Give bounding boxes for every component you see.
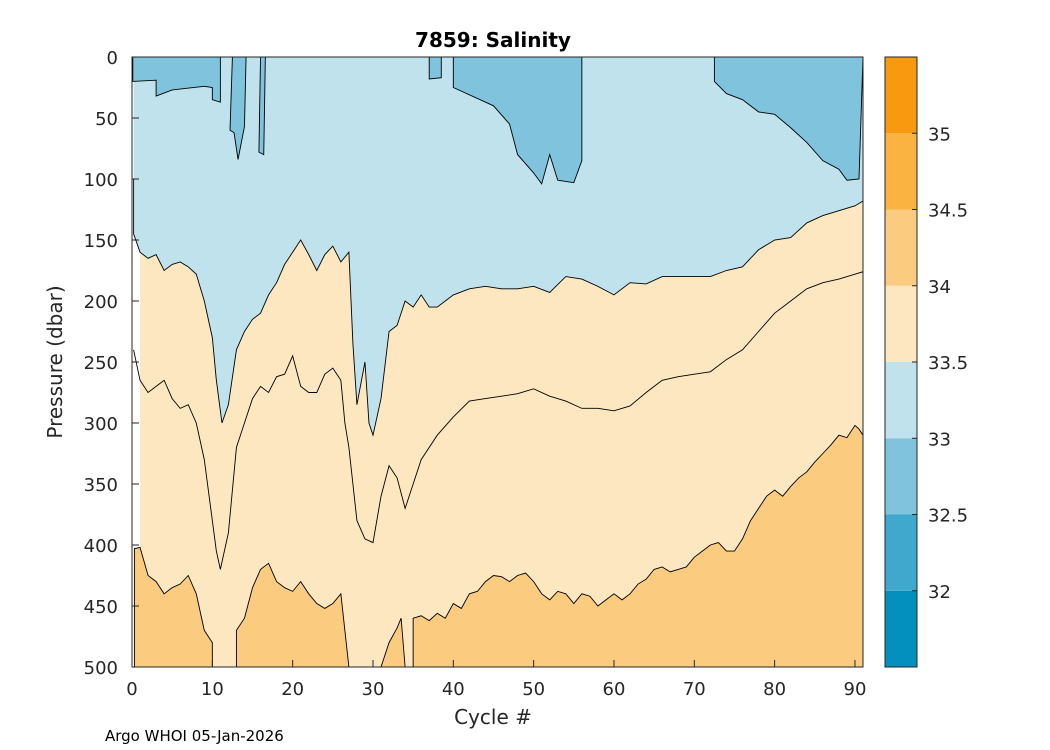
y-tick-label: 0 bbox=[107, 48, 118, 69]
y-axis-label: Pressure (dbar) bbox=[43, 285, 67, 438]
contour-region-spike-16 bbox=[258, 57, 266, 156]
contour-region-top-left bbox=[132, 57, 221, 103]
colorbar-tick-label: 34.5 bbox=[928, 201, 968, 222]
x-tick-label: 50 bbox=[522, 679, 545, 700]
contour-region-bottom-right bbox=[412, 424, 863, 667]
colorbar-segment bbox=[885, 133, 917, 210]
x-tick-label: 20 bbox=[281, 679, 304, 700]
colorbar-tick-label: 35 bbox=[928, 124, 951, 145]
x-axis: 0 10 20 30 40 50 60 70 80 90 bbox=[126, 660, 866, 700]
colorbar-segment bbox=[885, 590, 917, 667]
x-tick-label: 90 bbox=[844, 679, 867, 700]
y-tick-label: 500 bbox=[84, 658, 118, 679]
colorbar-tick-label: 33 bbox=[928, 429, 951, 450]
contour-line-33.5 bbox=[133, 271, 863, 570]
contour-region-top-right bbox=[713, 57, 863, 181]
x-tick-label: 10 bbox=[201, 679, 224, 700]
colorbar-segment bbox=[885, 438, 917, 515]
colorbar-segment bbox=[885, 514, 917, 591]
x-axis-label: Cycle # bbox=[454, 705, 532, 729]
y-tick-label: 300 bbox=[84, 414, 118, 435]
y-tick-label: 350 bbox=[84, 475, 118, 496]
x-tick-label: 70 bbox=[683, 679, 706, 700]
y-tick-label: 250 bbox=[84, 353, 118, 374]
colorbar-segment bbox=[885, 57, 917, 134]
y-tick-label: 100 bbox=[84, 170, 118, 191]
chart-title: 7859: Salinity bbox=[415, 28, 571, 52]
y-tick-label: 450 bbox=[84, 597, 118, 618]
contour-region-bottom-middle bbox=[235, 562, 350, 667]
footer-credit: Argo WHOI 05-Jan-2026 bbox=[105, 727, 284, 745]
y-axis: 0 50 100 150 200 250 300 350 400 450 500 bbox=[84, 48, 139, 679]
colorbar-segment bbox=[885, 362, 917, 439]
x-tick-label: 0 bbox=[126, 679, 137, 700]
x-tick-label: 80 bbox=[763, 679, 786, 700]
y-tick-label: 50 bbox=[95, 109, 118, 130]
x-tick-label: 30 bbox=[362, 679, 385, 700]
colorbar-tick-label: 32.5 bbox=[928, 506, 968, 527]
contour-line-33 bbox=[133, 179, 863, 437]
contour-region-top-center bbox=[428, 57, 583, 185]
colorbar-segment bbox=[885, 209, 917, 286]
contour-region-bottom-left bbox=[133, 546, 213, 667]
colorbar-tick-label: 33.5 bbox=[928, 353, 968, 374]
colorbar: 32 32.5 33 33.5 34 34.5 35 bbox=[884, 56, 968, 668]
x-tick-label: 60 bbox=[603, 679, 626, 700]
y-tick-label: 400 bbox=[84, 536, 118, 557]
plot-area bbox=[132, 57, 863, 667]
fill-33-33.5 bbox=[133, 57, 863, 436]
colorbar-tick-label: 32 bbox=[928, 582, 951, 603]
y-tick-label: 200 bbox=[84, 292, 118, 313]
colorbar-segment bbox=[885, 285, 917, 362]
contour-region-bottom-small bbox=[380, 618, 406, 667]
colorbar-tick-label: 34 bbox=[928, 277, 951, 298]
x-tick-label: 40 bbox=[442, 679, 465, 700]
y-tick-label: 150 bbox=[84, 231, 118, 252]
contour-region-spike-12 bbox=[229, 57, 247, 160]
